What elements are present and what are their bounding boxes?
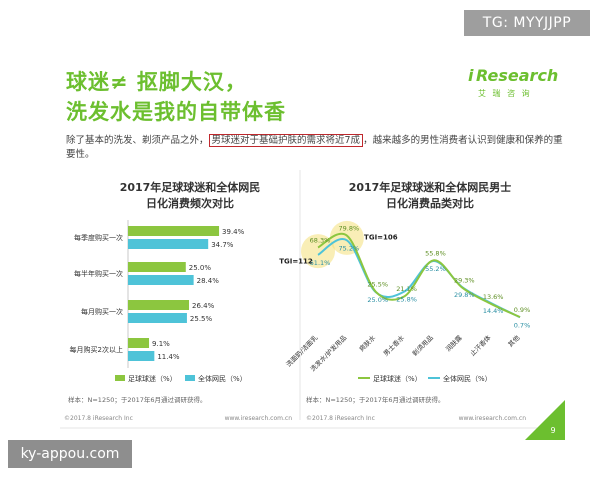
description-before: 除了基本的洗发、剃须产品之外， bbox=[66, 135, 209, 146]
right-chart-value-label: 21.1% bbox=[396, 285, 417, 293]
left-chart-bar bbox=[128, 226, 220, 236]
description-after: ，越来越多的男性消费者认识到健康和保养的重要性。 bbox=[66, 135, 563, 160]
right-chart-value-label: 13.6% bbox=[483, 293, 504, 301]
right-chart-category-label: 润肤露 bbox=[444, 333, 465, 354]
left-chart-bar bbox=[128, 300, 190, 310]
right-chart-category-label: 其他 bbox=[506, 333, 522, 349]
left-chart-legend-swatch bbox=[115, 375, 125, 381]
right-chart-tgi-label: TGI=106 bbox=[364, 234, 398, 242]
right-chart-category-label: 男士香水 bbox=[381, 333, 406, 358]
right-chart-footnote: 样本：N=1250；于2017年6月通过调研获得。 bbox=[306, 395, 445, 404]
left-chart-bar bbox=[128, 338, 150, 348]
tgi-highlight-circle bbox=[301, 234, 335, 269]
left-chart-bar bbox=[128, 239, 209, 249]
footer-copyright-left: ©2017.8 iResearch Inc bbox=[64, 415, 133, 422]
right-chart-value-label: 14.4% bbox=[483, 307, 504, 315]
footer-copyright-right: ©2017.8 iResearch Inc bbox=[306, 415, 375, 422]
right-chart-legend-label: 足球球迷（%） bbox=[373, 374, 422, 383]
right-chart-value-label: 29.3% bbox=[454, 277, 475, 285]
right-chart-value-label: 75.2% bbox=[339, 244, 360, 252]
right-chart-value-label: 79.8% bbox=[339, 225, 360, 233]
left-chart-bar bbox=[128, 351, 155, 361]
logo-name: Research bbox=[476, 66, 559, 85]
left-chart-value-label: 26.4% bbox=[192, 302, 215, 310]
left-chart-category-label: 每月购买一次 bbox=[81, 307, 123, 316]
right-chart-value-label: 68.3% bbox=[310, 236, 331, 244]
page-number: 9 bbox=[550, 426, 555, 435]
tgi-highlight-circle bbox=[329, 220, 364, 255]
left-chart-legend-swatch bbox=[185, 375, 195, 381]
left-chart-value-label: 25.5% bbox=[190, 315, 213, 323]
left-chart-value-label: 34.7% bbox=[211, 241, 234, 249]
left-chart-legend-label: 全体网民（%） bbox=[198, 374, 247, 383]
logo-mark: i bbox=[468, 66, 474, 85]
right-chart-tgi-label: TGI=112 bbox=[279, 257, 313, 265]
description-text: 除了基本的洗发、剃须产品之外， 男球迷对于基础护肤的需求将近7成 ，越来越多的男性消… bbox=[66, 134, 566, 162]
footer-site-right: www.iresearch.com.cn bbox=[459, 415, 527, 422]
left-chart-value-label: 28.4% bbox=[197, 277, 220, 285]
iresearch-logo: i Research 艾 瑞 咨 询 bbox=[468, 66, 558, 106]
left-chart-value-label: 39.4% bbox=[222, 228, 245, 236]
left-chart-value-label: 25.0% bbox=[189, 264, 212, 272]
watermark-bottom: ky-appou.com bbox=[8, 440, 132, 468]
footer-site-left: www.iresearch.com.cn bbox=[225, 415, 293, 422]
right-chart-value-label: 25.5% bbox=[367, 281, 388, 289]
right-chart-category-label: 止汗香体 bbox=[468, 333, 493, 358]
left-chart-footnote: 样本：N=1250；于2017年6月通过调研获得。 bbox=[68, 395, 207, 404]
left-chart-bar bbox=[128, 275, 194, 285]
left-chart-value-label: 9.1% bbox=[152, 340, 170, 348]
watermark-top: TG: MYYJJPP bbox=[464, 10, 590, 36]
left-chart-category-label: 每月购买2次以上 bbox=[70, 345, 123, 354]
left-chart-value-label: 11.4% bbox=[157, 353, 180, 361]
right-chart-value-label: 55.2% bbox=[425, 265, 446, 273]
left-chart-category-label: 每半年购买一次 bbox=[74, 269, 123, 278]
right-chart-value-label: 29.8% bbox=[454, 291, 475, 299]
right-chart-category-label: 剃须用品 bbox=[410, 333, 435, 358]
left-chart-legend-label: 足球球迷（%） bbox=[128, 374, 177, 383]
page-title-line1: 球迷≠ 抠脚大汉， bbox=[66, 70, 247, 94]
page-title-line2: 洗发水是我的自带体香 bbox=[66, 100, 286, 124]
left-chart-title: 2017年足球球迷和全体网民 日化消费频次对比 bbox=[110, 180, 270, 212]
right-chart-title-line2: 日化消费品类对比 bbox=[386, 197, 474, 210]
right-chart-value-label: 61.1% bbox=[310, 259, 331, 267]
right-chart-title-line1: 2017年足球球迷和全体网民男士 bbox=[348, 181, 512, 194]
right-chart-line-football-fans bbox=[317, 232, 521, 318]
right-chart-value-label: 0.7% bbox=[514, 321, 531, 329]
logo-chinese-name: 艾 瑞 咨 询 bbox=[478, 89, 532, 98]
right-chart-legend-label: 全体网民（%） bbox=[443, 374, 492, 383]
left-chart-title-line1: 2017年足球球迷和全体网民 bbox=[119, 181, 261, 194]
right-chart-category-label: 爽肤水 bbox=[357, 333, 378, 354]
right-chart-value-label: 25.0% bbox=[367, 296, 388, 304]
left-chart-bar bbox=[128, 262, 186, 272]
left-chart-bar bbox=[128, 313, 187, 323]
corner-triangle bbox=[525, 400, 565, 440]
description-highlight: 男球迷对于基础护肤的需求将近7成 bbox=[208, 134, 364, 147]
right-chart-title: 2017年足球球迷和全体网民男士 日化消费品类对比 bbox=[330, 180, 530, 212]
right-chart-value-label: 0.9% bbox=[514, 306, 531, 314]
right-chart-value-label: 55.8% bbox=[425, 249, 446, 257]
left-chart-category-label: 每季度购买一次 bbox=[74, 233, 123, 242]
left-chart-title-line2: 日化消费频次对比 bbox=[146, 197, 234, 210]
right-chart-value-label: 25.8% bbox=[396, 295, 417, 303]
